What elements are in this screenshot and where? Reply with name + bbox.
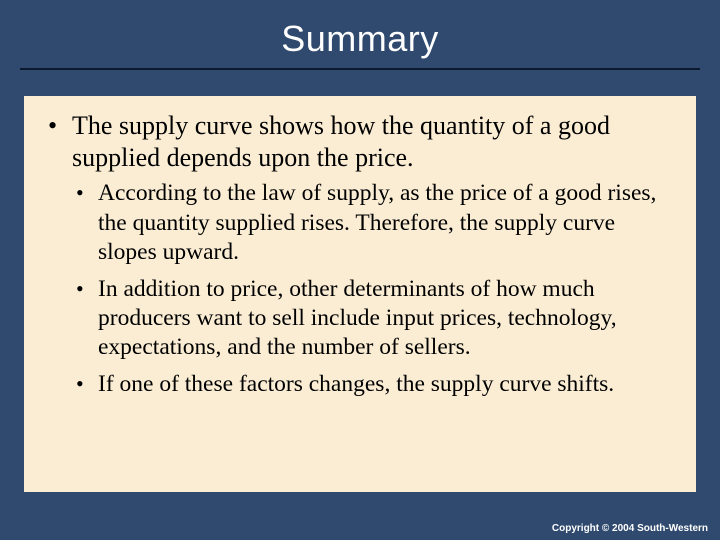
bullet-list-level2: According to the law of supply, as the p…: [72, 179, 678, 399]
bullet-text: According to the law of supply, as the p…: [98, 180, 656, 264]
list-item: The supply curve shows how the quantity …: [42, 110, 678, 399]
list-item: If one of these factors changes, the sup…: [72, 370, 678, 399]
title-underline: [20, 68, 700, 70]
content-box: The supply curve shows how the quantity …: [24, 96, 696, 492]
bullet-text: The supply curve shows how the quantity …: [72, 111, 610, 172]
slide-title: Summary: [0, 18, 720, 60]
bullet-text: In addition to price, other determinants…: [98, 276, 617, 360]
bullet-list-level1: The supply curve shows how the quantity …: [42, 110, 678, 399]
title-area: Summary: [0, 0, 720, 70]
copyright-label: Copyright © 2004 South-Western: [540, 519, 720, 540]
bullet-text: If one of these factors changes, the sup…: [98, 371, 614, 397]
list-item: According to the law of supply, as the p…: [72, 179, 678, 266]
list-item: In addition to price, other determinants…: [72, 275, 678, 362]
